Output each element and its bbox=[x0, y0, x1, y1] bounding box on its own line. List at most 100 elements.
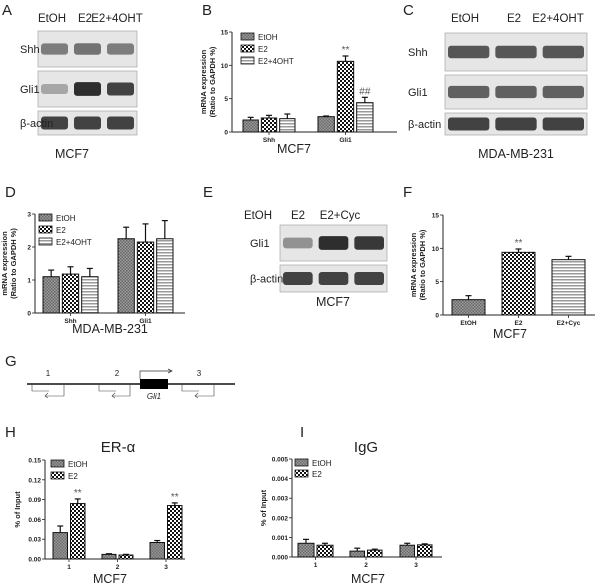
x-tick-label: 3 bbox=[414, 562, 418, 569]
chart-title: IgG bbox=[354, 439, 378, 456]
cell-line-label: MCF7 bbox=[316, 295, 350, 309]
legend-swatch bbox=[38, 237, 53, 246]
bar bbox=[317, 116, 335, 133]
y-tick-label: 0.000 bbox=[272, 555, 289, 562]
bar bbox=[356, 102, 374, 133]
bar bbox=[61, 273, 80, 314]
band bbox=[74, 116, 101, 130]
bar bbox=[451, 299, 486, 316]
panel-label-B: B bbox=[202, 2, 212, 19]
band bbox=[542, 85, 584, 99]
significance-marker: ** bbox=[515, 238, 523, 249]
y-tick-label: 15 bbox=[221, 30, 229, 37]
panel-label-E: E bbox=[203, 184, 213, 201]
bar bbox=[70, 503, 86, 560]
x-axis-label: MCF7 bbox=[493, 327, 527, 341]
bar bbox=[336, 60, 355, 133]
row-label: Shh bbox=[408, 47, 428, 59]
band bbox=[107, 82, 134, 96]
y-tick-label: 15 bbox=[432, 213, 440, 220]
legend-swatch bbox=[38, 213, 53, 222]
lane-label: E2 bbox=[291, 210, 305, 222]
band bbox=[448, 117, 490, 131]
bar bbox=[81, 276, 99, 314]
region-number: 3 bbox=[197, 369, 202, 378]
x-axis-label: MCF7 bbox=[93, 572, 127, 586]
bar bbox=[117, 238, 135, 314]
legend-swatch bbox=[240, 32, 255, 41]
legend-label: EtOH bbox=[56, 214, 76, 223]
bar bbox=[367, 549, 383, 558]
lane-label: EtOH bbox=[451, 13, 479, 25]
y-axis-label: (Ratio to GAPDH %) bbox=[418, 229, 427, 300]
panel-label-G: G bbox=[5, 353, 17, 370]
x-tick-label: Gli1 bbox=[139, 318, 152, 325]
bar bbox=[149, 542, 165, 560]
band bbox=[448, 45, 490, 59]
bar bbox=[242, 119, 259, 133]
x-tick-label: E2+Cyc bbox=[557, 320, 581, 327]
y-tick-label: 0 bbox=[224, 130, 228, 137]
blot-row-β-actin bbox=[37, 110, 138, 136]
y-tick-label: 1 bbox=[27, 278, 31, 285]
lane-label: EtOH bbox=[244, 210, 272, 222]
row-label: β-actin bbox=[250, 274, 283, 286]
gene-name: Gli1 bbox=[147, 392, 161, 401]
significance-marker: ** bbox=[342, 45, 350, 56]
y-tick-label: 0.00 bbox=[28, 557, 41, 564]
legend-swatch bbox=[38, 225, 53, 234]
chart-D bbox=[32, 213, 185, 316]
band bbox=[354, 271, 384, 286]
band bbox=[107, 116, 134, 130]
panel-label-D: D bbox=[5, 184, 16, 201]
gli1-promoter-schematic bbox=[27, 368, 235, 399]
y-axis-label: (Ratio to GAPDH %) bbox=[9, 228, 18, 299]
row-label: β-actin bbox=[20, 118, 53, 130]
band bbox=[495, 45, 537, 59]
tss-arrowhead-icon bbox=[167, 368, 173, 374]
legend-label: E2+4OHT bbox=[56, 238, 92, 247]
bar bbox=[101, 553, 117, 560]
x-axis-label: MDA-MB-231 bbox=[72, 322, 148, 336]
y-tick-label: 0.15 bbox=[28, 458, 41, 465]
blot-row-Gli1 bbox=[444, 74, 588, 110]
blot-row-Shh bbox=[444, 32, 588, 72]
band bbox=[495, 85, 537, 99]
y-tick-label: 0 bbox=[27, 311, 31, 318]
region-number: 1 bbox=[46, 369, 51, 378]
lane-label: E2+Cyc bbox=[320, 210, 361, 222]
x-axis-label: MCF7 bbox=[351, 572, 385, 586]
band bbox=[542, 117, 584, 131]
row-label: β-actin bbox=[408, 119, 441, 131]
blot-row-Gli1 bbox=[279, 224, 388, 262]
legend-swatch bbox=[50, 459, 65, 468]
lane-label: E2 bbox=[78, 13, 92, 25]
forward-primer-icon bbox=[98, 384, 116, 392]
y-axis-label: (Ratio to GAPDH %) bbox=[208, 46, 217, 117]
y-tick-label: 0.004 bbox=[272, 476, 289, 483]
row-label: Gli1 bbox=[408, 87, 428, 99]
x-tick-label: Gli1 bbox=[339, 137, 352, 144]
bar bbox=[52, 532, 68, 560]
lane-label: E2 bbox=[507, 13, 521, 25]
lane-label: E2+4OHT bbox=[91, 13, 142, 25]
bar bbox=[156, 238, 174, 314]
legend-label: EtOH bbox=[258, 33, 278, 42]
significance-marker: ## bbox=[359, 86, 371, 97]
y-axis-label: % of Input bbox=[259, 489, 268, 526]
reverse-primer-icon bbox=[44, 384, 65, 399]
y-tick-label: 0.06 bbox=[28, 517, 41, 524]
blot-row-Shh bbox=[37, 30, 138, 68]
row-label: Gli1 bbox=[20, 84, 40, 96]
cell-line-label: MDA-MB-231 bbox=[478, 147, 554, 161]
chart-I bbox=[289, 458, 442, 560]
legend-swatch bbox=[240, 56, 255, 65]
bar bbox=[118, 554, 134, 560]
bar bbox=[136, 241, 155, 314]
band bbox=[283, 271, 313, 286]
y-tick-label: 0.005 bbox=[272, 457, 289, 464]
y-tick-label: 0 bbox=[435, 313, 439, 320]
row-label: Shh bbox=[20, 44, 40, 56]
blot-row-Gli1 bbox=[37, 70, 138, 108]
y-tick-label: 5 bbox=[224, 96, 228, 103]
